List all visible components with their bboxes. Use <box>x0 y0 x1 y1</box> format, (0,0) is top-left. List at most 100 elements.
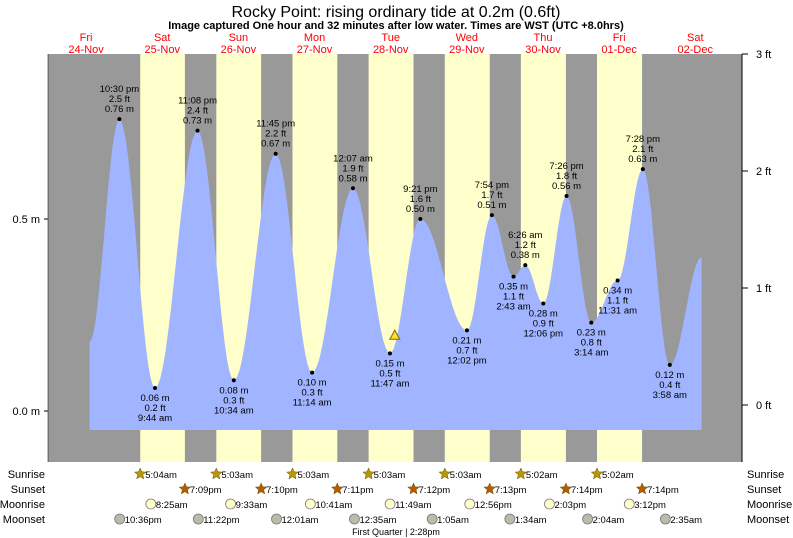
day-name: Sat <box>687 32 704 44</box>
moonrise-icon <box>623 498 635 510</box>
sunrise-time: 5:04am <box>145 470 177 481</box>
extreme-label: 7:54 pm <box>475 180 509 191</box>
extreme-label: 0.67 m <box>261 139 290 150</box>
extreme-label: 0.76 m <box>105 104 134 115</box>
y-tick-label-m: 0.0 m <box>12 406 40 418</box>
extreme-point <box>640 167 645 172</box>
moon-phase: First Quarter | 2:28pm <box>352 527 440 537</box>
extreme-point <box>541 301 546 306</box>
moonset-time: 10:36pm <box>125 515 162 526</box>
extreme-label: 11:47 am <box>371 378 410 389</box>
tide-curve <box>89 119 702 430</box>
sunrise-icon <box>286 467 299 480</box>
sunrise-time: 5:03am <box>297 470 329 481</box>
extreme-label: 1.7 ft <box>481 190 502 201</box>
sunrise-icon <box>590 467 604 480</box>
extreme-point <box>117 117 122 122</box>
extreme-label: 1.9 ft <box>342 163 363 174</box>
extreme-label: 0.63 m <box>628 154 657 165</box>
moonset-time: 1:05am <box>437 515 469 526</box>
day-date: 28-Nov <box>373 44 409 56</box>
moonrise-time: 9:33am <box>236 500 268 511</box>
day-labels: Fri24-NovSat25-NovSun26-NovMon27-NovTue2… <box>68 32 713 56</box>
moonrise-time: 2:03pm <box>554 500 586 511</box>
extreme-label: 0.34 m <box>603 285 632 296</box>
day-name: Fri <box>80 32 93 44</box>
extreme-label: 9:44 am <box>138 413 172 424</box>
extreme-point <box>489 213 494 218</box>
y-tick-label-ft: 0 ft <box>756 400 771 412</box>
moonset-icon <box>659 513 671 525</box>
moonrise-icon <box>464 498 476 510</box>
extreme-label: 7:26 pm <box>549 161 583 172</box>
extreme-label: 11:45 pm <box>256 119 295 130</box>
moonset-icon <box>271 513 282 525</box>
day-date: 25-Nov <box>144 44 180 56</box>
moonrise-time: 12:56pm <box>475 500 512 511</box>
extreme-label: 0.51 m <box>477 200 506 211</box>
day-date: 29-Nov <box>449 44 485 56</box>
moonrise-row-label-right: Moonrise <box>747 499 792 511</box>
moonset-time: 12:01am <box>282 515 319 526</box>
sunrise-icon <box>209 467 223 480</box>
extreme-point <box>387 351 392 356</box>
axes: 0.0 m 0.5 m 0 ft 1 ft 2 ft 3 ft <box>12 49 771 462</box>
sunset-icon <box>330 482 344 495</box>
moonset-icon <box>192 513 204 525</box>
extreme-point <box>310 370 315 375</box>
moonset-icon <box>426 513 438 525</box>
moonset-time: 12:35am <box>359 515 396 526</box>
moonrise-icon <box>145 498 157 510</box>
extreme-label: 0.12 m <box>655 370 684 381</box>
extreme-point <box>273 151 278 156</box>
sunrise-icon <box>362 467 375 480</box>
extreme-point <box>350 186 355 191</box>
extreme-label: 6:26 am <box>508 230 542 241</box>
extreme-label: 0.5 ft <box>379 368 400 379</box>
y-tick-label-ft: 3 ft <box>756 49 771 61</box>
extreme-label: 9:21 pm <box>403 184 437 195</box>
moonset-icon <box>114 513 126 525</box>
extreme-label: 3:14 am <box>574 348 608 359</box>
extreme-label: 0.9 ft <box>533 318 554 329</box>
sunset-row-label: Sunset <box>11 484 45 496</box>
sunset-row-label-right: Sunset <box>747 484 781 496</box>
extreme-label: 0.21 m <box>452 335 481 346</box>
sunset-icon <box>407 482 420 495</box>
moonset-time: 2:35am <box>670 515 702 526</box>
day-name: Fri <box>613 32 626 44</box>
sunrise-time: 5:03am <box>221 470 253 481</box>
extreme-label: 1.8 ft <box>556 171 577 182</box>
moonrise-icon <box>384 498 396 510</box>
moonrise-time: 11:49am <box>395 500 431 511</box>
extreme-point <box>195 128 200 133</box>
extreme-label: 0.3 ft <box>223 395 244 406</box>
extreme-point <box>564 193 569 198</box>
sunrise-icon <box>514 467 528 480</box>
moonset-icon <box>504 513 516 525</box>
moonrise-icon <box>225 498 237 510</box>
extreme-label: 1.2 ft <box>515 240 536 251</box>
extreme-label: 2:43 am <box>496 302 530 313</box>
extreme-point <box>153 385 158 390</box>
extreme-label: 0.06 m <box>140 393 169 404</box>
extreme-label: 0.08 m <box>219 385 248 396</box>
sunrise-time: 5:02am <box>526 470 558 481</box>
moonrise-icon <box>304 498 316 510</box>
day-date: 01-Dec <box>601 44 637 56</box>
moonset-row-label-right: Moonset <box>747 514 789 526</box>
day-name: Wed <box>456 32 478 44</box>
y-tick-label-ft: 1 ft <box>756 283 771 295</box>
sunset-icon <box>635 482 649 495</box>
sunset-time: 7:11pm <box>342 485 373 496</box>
extreme-label: 10:30 pm <box>100 84 140 95</box>
moonset-time: 2:04am <box>593 515 625 526</box>
extreme-point <box>615 278 620 283</box>
extreme-point <box>464 328 469 333</box>
extreme-label: 2.5 ft <box>109 94 130 105</box>
extreme-label: 0.50 m <box>406 204 435 215</box>
extreme-label: 0.58 m <box>338 173 367 184</box>
extreme-label: 3:58 am <box>653 390 687 401</box>
extreme-label: 0.28 m <box>529 308 558 319</box>
